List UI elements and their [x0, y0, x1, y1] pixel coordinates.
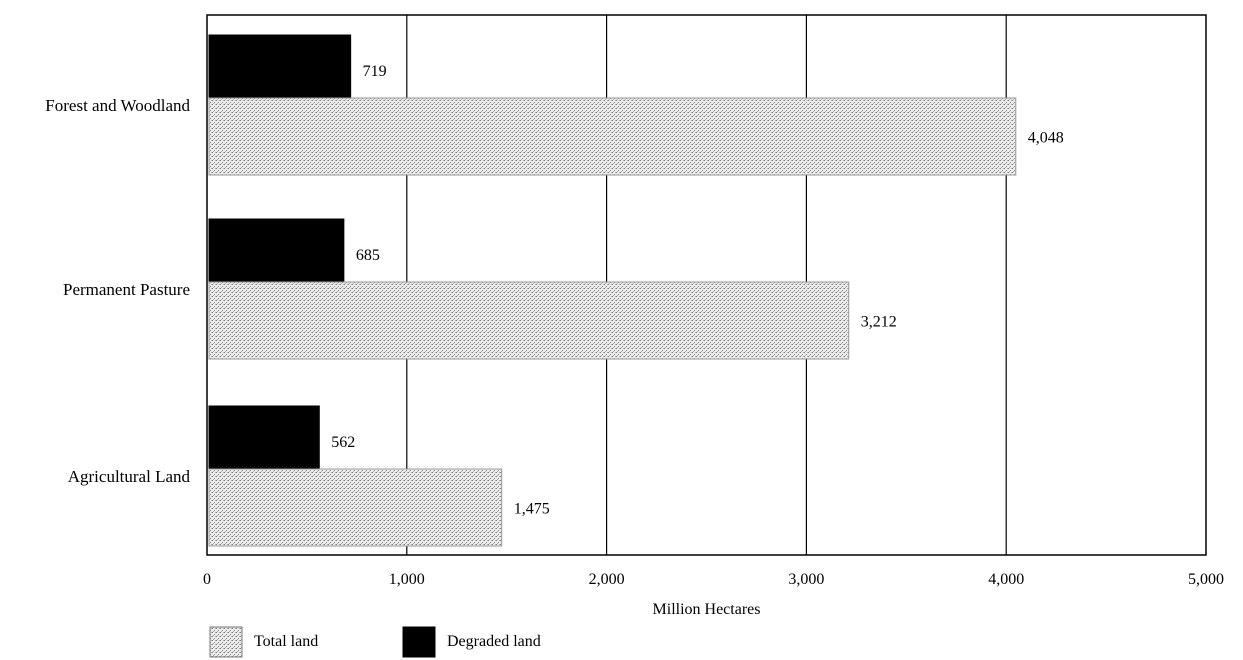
- total-land-value-label: 1,475: [514, 501, 550, 518]
- legend-swatch-total-land: [209, 626, 243, 658]
- total-land-bar: [208, 281, 850, 360]
- legend-swatch-degraded-land: [402, 626, 436, 658]
- category-labels: Forest and Woodland Permanent Pasture Agri…: [45, 96, 190, 486]
- x-tick-label: 0: [203, 571, 211, 588]
- category-label: Permanent Pasture: [63, 280, 190, 299]
- degraded-land-bar: [208, 34, 352, 106]
- x-tick-label: 1,000: [389, 571, 425, 588]
- total-land-bar: [208, 97, 1017, 176]
- degraded-land-value-label: 562: [331, 434, 355, 451]
- x-tick-label: 4,000: [988, 571, 1024, 588]
- data-labels: 719 4,048 685 3,212 562 1,475: [331, 63, 1064, 518]
- x-tick-label: 2,000: [589, 571, 625, 588]
- legend: Total land Degraded land: [209, 626, 541, 658]
- total-land-value-label: 4,048: [1028, 130, 1064, 147]
- total-land-value-label: 3,212: [861, 314, 897, 331]
- x-axis-tick-labels: 0 1,000 2,000 3,000 4,000 5,000: [203, 571, 1224, 588]
- x-tick-label: 5,000: [1188, 571, 1224, 588]
- degraded-land-value-label: 685: [356, 247, 380, 264]
- total-land-bar: [208, 468, 503, 547]
- x-tick-label: 3,000: [788, 571, 824, 588]
- category-label: Forest and Woodland: [45, 96, 190, 115]
- legend-label-total-land: Total land: [254, 633, 318, 650]
- plot-area-frame: [206, 14, 1207, 556]
- degraded-land-value-label: 719: [363, 63, 387, 80]
- legend-label-degraded-land: Degraded land: [447, 633, 541, 650]
- degraded-land-bar: [208, 405, 320, 477]
- degraded-land-bar: [208, 218, 345, 290]
- bars: [208, 34, 1017, 547]
- category-label: Agricultural Land: [68, 467, 191, 486]
- x-axis-title: Million Hectares: [653, 601, 761, 618]
